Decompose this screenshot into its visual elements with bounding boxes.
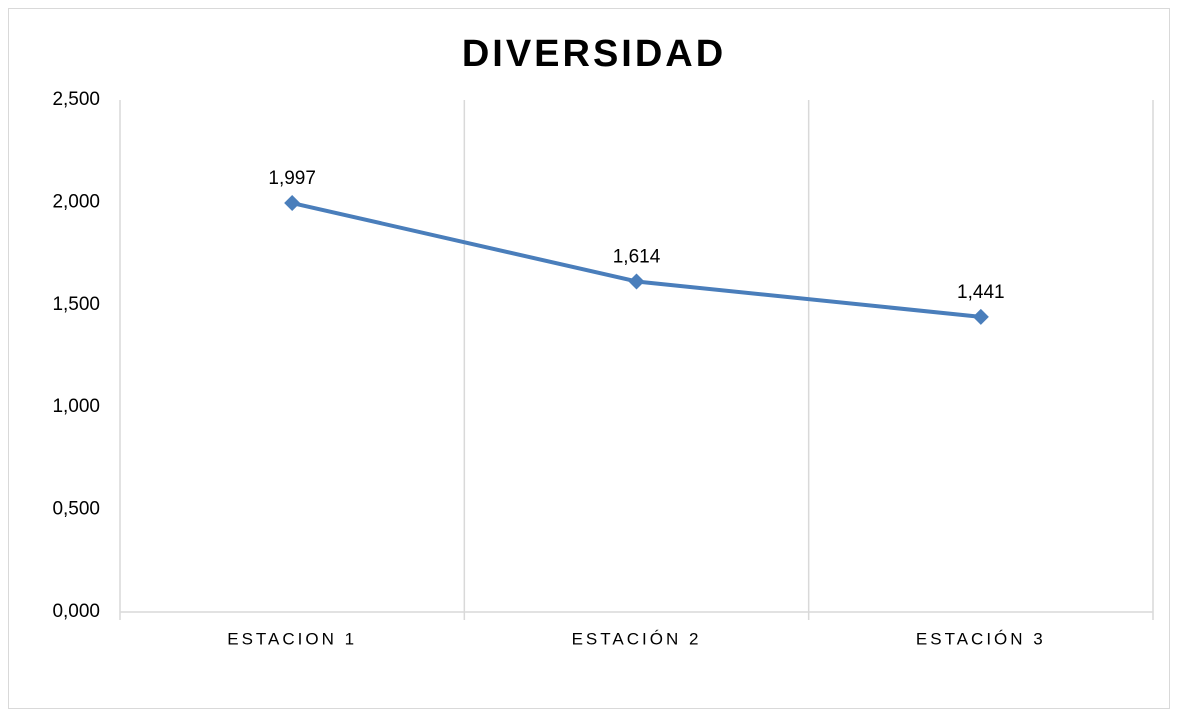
data-label: 1,614: [613, 246, 661, 267]
data-point: [972, 308, 989, 325]
data-label: 1,997: [268, 168, 316, 189]
x-tick-label: ESTACION 1: [227, 629, 357, 648]
y-tick-label: 2,500: [52, 89, 100, 110]
y-tick-label: 0,500: [52, 499, 100, 520]
data-label: 1,441: [957, 282, 1005, 303]
y-tick-label: 0,000: [52, 601, 100, 622]
y-tick-label: 2,000: [52, 191, 100, 212]
x-tick-label: ESTACIÓN 2: [572, 629, 702, 648]
data-point: [628, 273, 645, 290]
chart-title: DIVERSIDAD: [462, 33, 726, 75]
y-tick-label: 1,500: [52, 294, 100, 315]
y-tick-label: 1,000: [52, 396, 100, 417]
x-tick-label: ESTACIÓN 3: [916, 629, 1046, 648]
chart-frame: [8, 8, 1170, 709]
data-point: [284, 195, 301, 212]
